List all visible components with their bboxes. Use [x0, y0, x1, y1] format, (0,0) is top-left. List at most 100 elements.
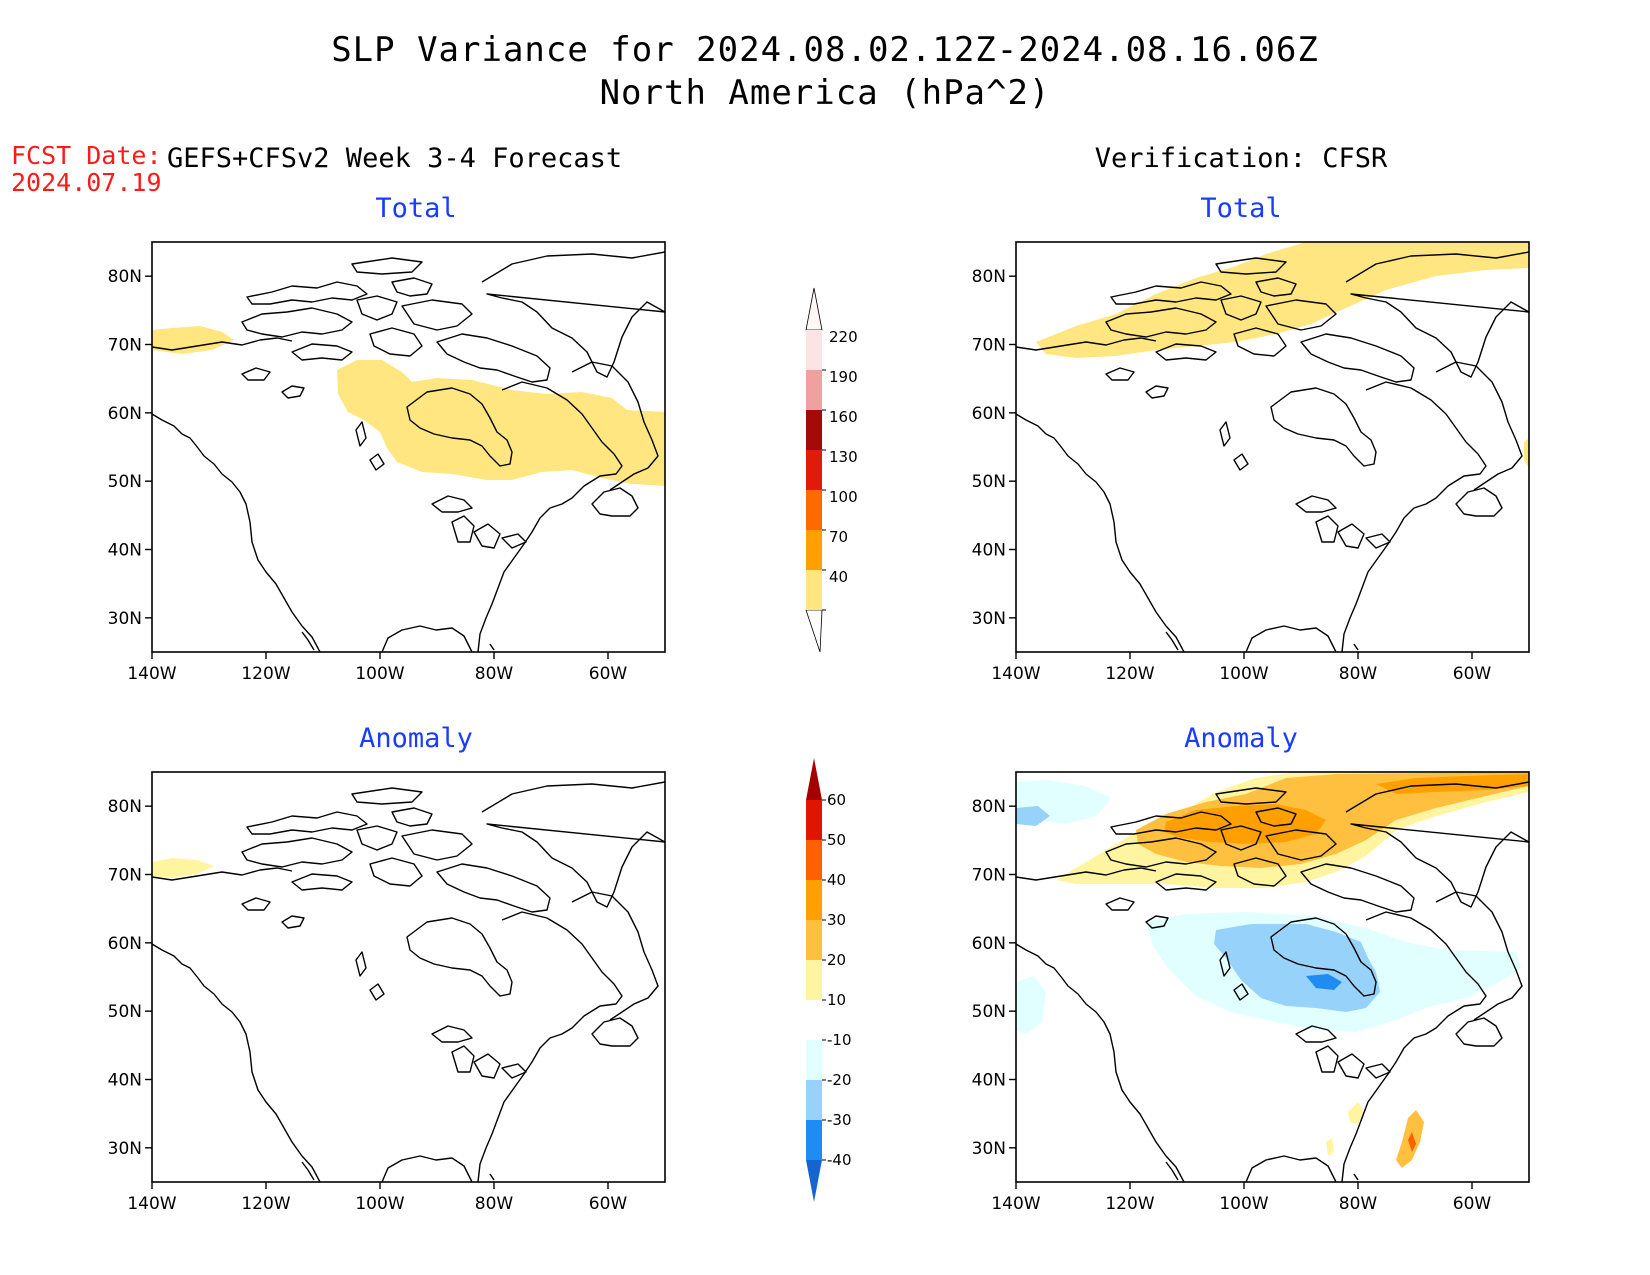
colorbar-anomaly-label: 40	[827, 871, 846, 889]
forecast-anomaly-lon-label: 140W	[127, 1194, 176, 1214]
colorbar-anomaly-box	[806, 800, 822, 840]
verification-total-lon-label: 120W	[1105, 664, 1154, 684]
forecast-total-map	[151, 241, 666, 653]
forecast-total-lon-label: 60W	[589, 664, 628, 684]
verification-total-lat-label: 30N	[972, 609, 1006, 629]
verification-total-shade-40	[1036, 242, 1529, 358]
forecast-heading: GEFS+CFSv2 Week 3-4 Forecast	[167, 143, 623, 174]
forecast-total-lon-label: 120W	[241, 664, 290, 684]
colorbar-total-box	[806, 490, 822, 530]
forecast-total-lat-label: 30N	[108, 609, 142, 629]
forecast-total-title: Total	[375, 193, 457, 224]
fcst-date-label: FCST Date:	[11, 141, 162, 170]
colorbar-anomaly-box	[806, 1120, 822, 1160]
colorbar-total-box	[806, 450, 822, 490]
forecast-anomaly-lon-label: 80W	[475, 1194, 514, 1214]
verification-total-lat-label: 40N	[972, 541, 1006, 561]
verification-anomaly-shade-30	[1408, 1132, 1416, 1152]
verification-total-map	[1015, 241, 1530, 653]
forecast-anomaly-map	[151, 771, 666, 1183]
forecast-total-lat-label: 60N	[108, 404, 142, 424]
verification-anomaly-lon-label: 60W	[1453, 1194, 1492, 1214]
forecast-total-lat-label: 80N	[108, 267, 142, 287]
colorbar-total-box	[806, 370, 822, 410]
verification-anomaly-shade-neg20	[1214, 924, 1380, 1012]
verification-anomaly-lat-label: 80N	[972, 797, 1006, 817]
forecast-anomaly-lat-label: 70N	[108, 866, 142, 886]
fcst-date: FCST Date: 2024.07.19	[11, 142, 162, 196]
colorbar-anomaly-label: 20	[827, 951, 846, 969]
verification-anomaly-title: Anomaly	[1184, 723, 1298, 754]
colorbar-anomaly: -40 -30 -20 -10 10 20 30 40 50 60	[806, 758, 852, 1202]
colorbar-anomaly-box	[806, 840, 822, 880]
verification-total-lon-label: 140W	[991, 664, 1040, 684]
verification-anomaly-shade-neg20	[1016, 806, 1050, 826]
verification-anomaly-map	[1015, 771, 1530, 1183]
forecast-anomaly-lon-label: 60W	[589, 1194, 628, 1214]
verification-total-lat-label: 80N	[972, 267, 1006, 287]
verification-total-lon-label: 100W	[1219, 664, 1268, 684]
colorbar-total-bottom-triangle	[805, 609, 823, 653]
colorbar-total: 40 70 100 130 160 190 220	[805, 287, 858, 653]
colorbar-total-top-triangle	[805, 287, 823, 331]
verification-anomaly-lat-label: 50N	[972, 1002, 1006, 1022]
forecast-anomaly-lat-label: 60N	[108, 934, 142, 954]
colorbar-anomaly-label: -10	[827, 1031, 852, 1049]
verification-total-lat-label: 50N	[972, 472, 1006, 492]
verification-anomaly-shade-20	[1136, 772, 1529, 868]
colorbar-total-label: 130	[829, 448, 858, 466]
verification-anomaly-lat-label: 60N	[972, 934, 1006, 954]
verification-anomaly-lon-label: 100W	[1219, 1194, 1268, 1214]
verification-anomaly-shade-neg30	[1306, 974, 1342, 990]
forecast-anomaly-lat-label: 40N	[108, 1071, 142, 1091]
page-subtitle: North America (hPa^2)	[599, 73, 1051, 113]
colorbar-total-label: 70	[829, 528, 848, 546]
verification-anomaly-lat-label: 70N	[972, 866, 1006, 886]
colorbar-total-box	[806, 530, 822, 570]
verification-total-title: Total	[1200, 193, 1282, 224]
colorbar-anomaly-bottom-triangle	[806, 1160, 822, 1202]
forecast-total-lon-label: 100W	[355, 664, 404, 684]
colorbar-total-label: 160	[829, 408, 858, 426]
verification-anomaly-shade-neg10	[1016, 976, 1046, 1034]
forecast-total-shade-40	[337, 360, 665, 486]
colorbar-total-label: 220	[829, 328, 858, 346]
verification-total-lat-label: 70N	[972, 336, 1006, 356]
colorbar-anomaly-label: 60	[827, 791, 846, 809]
colorbar-anomaly-box	[806, 1040, 822, 1080]
verification-anomaly-shade-10	[1326, 1138, 1334, 1156]
forecast-total-lat-label: 40N	[108, 541, 142, 561]
forecast-total-lat-label: 70N	[108, 336, 142, 356]
verification-total-lon-label: 60W	[1453, 664, 1492, 684]
page-title: SLP Variance for 2024.08.02.12Z-2024.08.…	[331, 30, 1319, 70]
verification-heading: Verification: CFSR	[1094, 143, 1388, 174]
verification-anomaly-lat-label: 30N	[972, 1139, 1006, 1159]
verification-anomaly-lon-label: 140W	[991, 1194, 1040, 1214]
colorbar-total-label: 190	[829, 368, 858, 386]
colorbar-anomaly-label: -30	[827, 1111, 852, 1129]
colorbar-anomaly-box	[806, 1080, 822, 1120]
colorbar-anomaly-box	[806, 880, 822, 920]
fcst-date-value: 2024.07.19	[11, 168, 162, 197]
colorbar-anomaly-label: 30	[827, 911, 846, 929]
colorbar-anomaly-label: 50	[827, 831, 846, 849]
colorbar-anomaly-label: 10	[827, 991, 846, 1009]
verification-anomaly-lat-label: 40N	[972, 1071, 1006, 1091]
verification-total-shade-40	[1524, 438, 1529, 468]
colorbar-total-box	[806, 570, 822, 610]
forecast-anomaly-shade-10	[152, 858, 214, 878]
colorbar-total-label: 40	[829, 568, 848, 586]
forecast-anomaly-title: Anomaly	[359, 723, 473, 754]
colorbar-total-label: 100	[829, 488, 858, 506]
colorbar-anomaly-box	[806, 960, 822, 1000]
forecast-anomaly-lat-label: 30N	[108, 1139, 142, 1159]
colorbar-total-box	[806, 410, 822, 450]
verification-anomaly-lon-label: 80W	[1339, 1194, 1378, 1214]
colorbar-anomaly-label: -40	[827, 1151, 852, 1169]
verification-anomaly-shade-10	[1348, 1102, 1364, 1124]
forecast-anomaly-lon-label: 120W	[241, 1194, 290, 1214]
forecast-total-shade-40	[152, 326, 234, 354]
forecast-anomaly-lat-label: 50N	[108, 1002, 142, 1022]
verification-anomaly-lon-label: 120W	[1105, 1194, 1154, 1214]
